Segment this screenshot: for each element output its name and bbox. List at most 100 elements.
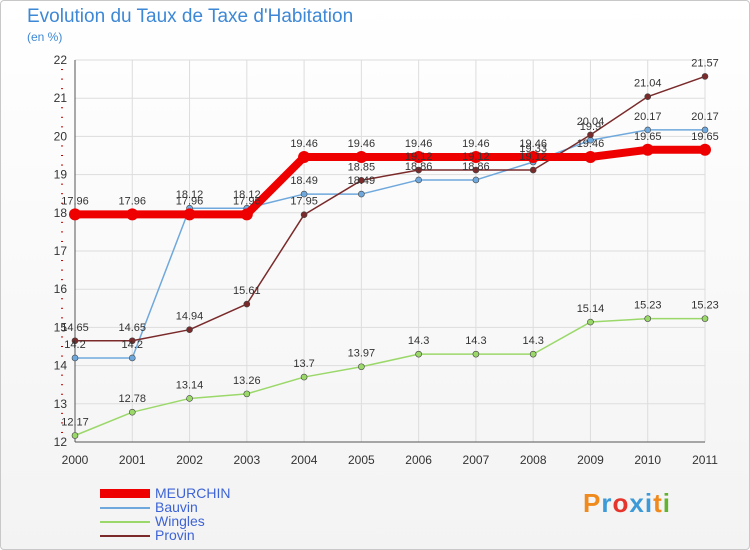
logo-letter: x: [629, 488, 645, 518]
data-label-provin: 14.65: [61, 322, 89, 334]
series-line-meurchin: [75, 145, 705, 219]
y-tick-label: 21: [54, 91, 68, 105]
data-label-wingles: 15.23: [691, 300, 719, 312]
legend-label: Wingles: [155, 513, 205, 529]
data-label-provin: 19.12: [405, 151, 433, 163]
data-point-provin: [358, 177, 365, 184]
data-label-bauvin: 20.17: [691, 111, 719, 123]
data-label-wingles: 15.23: [634, 300, 662, 312]
data-label-bauvin: 14.2: [122, 339, 143, 351]
data-point-meurchin: [469, 151, 482, 164]
series-line-provin: [75, 75, 706, 342]
series-line-bauvin: [75, 129, 705, 359]
data-point-wingles: [128, 408, 136, 416]
data-label-meurchin: 17.96: [61, 195, 89, 207]
data-point-bauvin: [415, 176, 422, 184]
chart-title: Evolution du Taux de Taxe d'Habitation: [27, 6, 354, 27]
data-label-bauvin: 14.2: [64, 339, 85, 351]
x-tick-label: 2011: [692, 453, 718, 467]
data-point-wingles: [472, 350, 480, 358]
data-label-bauvin: 18.86: [405, 161, 433, 173]
logo-letter: r: [601, 488, 613, 518]
data-point-provin: [300, 211, 308, 219]
x-tick-label: 2002: [176, 453, 203, 467]
x-tick-label: 2003: [233, 453, 260, 467]
data-point-provin: [644, 93, 652, 100]
logo-letter: i: [662, 488, 671, 518]
y-tick-label: 17: [54, 244, 68, 258]
data-point-provin: [587, 131, 594, 139]
x-tick-label: 2008: [520, 453, 547, 467]
y-tick-label: 12: [54, 435, 68, 449]
data-label-wingles: 15.14: [577, 303, 605, 315]
data-point-provin: [186, 326, 193, 333]
y-tick-label: 19: [54, 168, 68, 182]
y-tick-label: 15: [54, 320, 68, 334]
logo-letter: t: [653, 488, 663, 518]
data-point-bauvin: [472, 176, 480, 184]
data-point-wingles: [243, 390, 251, 398]
data-point-bauvin: [300, 190, 308, 198]
logo-letter: o: [612, 488, 630, 518]
legend-label: MEURCHIN: [155, 485, 231, 501]
data-label-meurchin: 19.46: [405, 138, 433, 150]
y-tick-label: 16: [54, 282, 68, 296]
y-tick-label: 18: [54, 206, 68, 220]
data-label-meurchin: 17.96: [119, 195, 147, 207]
x-tick-label: 2000: [62, 453, 89, 467]
data-point-wingles: [529, 350, 537, 358]
data-point-meurchin: [298, 151, 311, 164]
data-label-provin: 19.12: [462, 151, 490, 163]
data-label-provin: 14.65: [119, 322, 147, 334]
data-label-provin: 19.12: [519, 151, 547, 163]
legend-swatch: [100, 521, 150, 523]
y-tick-label: 14: [54, 359, 68, 373]
data-point-meurchin: [126, 208, 139, 221]
data-point-wingles: [644, 315, 652, 322]
data-point-meurchin: [699, 143, 711, 156]
x-tick-label: 2006: [405, 453, 432, 467]
x-tick-label: 2007: [463, 453, 490, 467]
data-label-meurchin: 17.96: [233, 195, 261, 207]
data-point-wingles: [186, 395, 193, 402]
data-label-wingles: 13.97: [348, 348, 376, 360]
legend-label: Provin: [155, 527, 195, 543]
data-point-bauvin: [701, 126, 709, 134]
data-label-bauvin: 18.12: [233, 189, 261, 201]
data-label-provin: 20.04: [577, 116, 605, 128]
data-point-wingles: [701, 315, 709, 322]
data-label-meurchin: 19.65: [691, 131, 719, 143]
data-point-bauvin: [644, 126, 652, 134]
data-point-meurchin: [69, 208, 81, 221]
data-point-provin: [243, 300, 251, 308]
data-label-bauvin: 18.86: [462, 161, 490, 173]
data-label-bauvin: 20.17: [634, 111, 662, 123]
data-label-wingles: 14.3: [465, 335, 486, 347]
x-tick-label: 2010: [634, 453, 661, 467]
data-label-meurchin: 19.46: [577, 138, 605, 150]
data-label-provin: 15.61: [233, 285, 261, 297]
data-label-bauvin: 18.49: [290, 175, 318, 187]
data-point-meurchin: [527, 151, 540, 164]
series-line-wingles: [74, 317, 705, 437]
data-point-wingles: [415, 350, 422, 358]
y-tick-label: 22: [54, 53, 68, 67]
logo-letter: i: [644, 488, 654, 518]
x-tick-label: 2005: [348, 453, 375, 467]
data-label-wingles: 13.14: [176, 379, 204, 391]
data-label-provin: 21.57: [691, 57, 719, 69]
data-label-meurchin: 19.65: [634, 131, 662, 143]
data-label-bauvin: 19.33: [519, 143, 547, 155]
data-point-meurchin: [412, 151, 425, 164]
data-label-bauvin: 19.9: [580, 121, 601, 133]
data-label-provin: 21.04: [634, 78, 662, 90]
data-point-meurchin: [355, 151, 368, 164]
data-label-meurchin: 19.46: [348, 138, 376, 150]
data-label-wingles: 13.26: [233, 375, 261, 387]
x-tick-label: 2004: [291, 453, 318, 467]
data-point-provin: [128, 337, 136, 345]
data-point-provin: [415, 166, 422, 174]
data-label-wingles: 14.3: [522, 335, 543, 347]
